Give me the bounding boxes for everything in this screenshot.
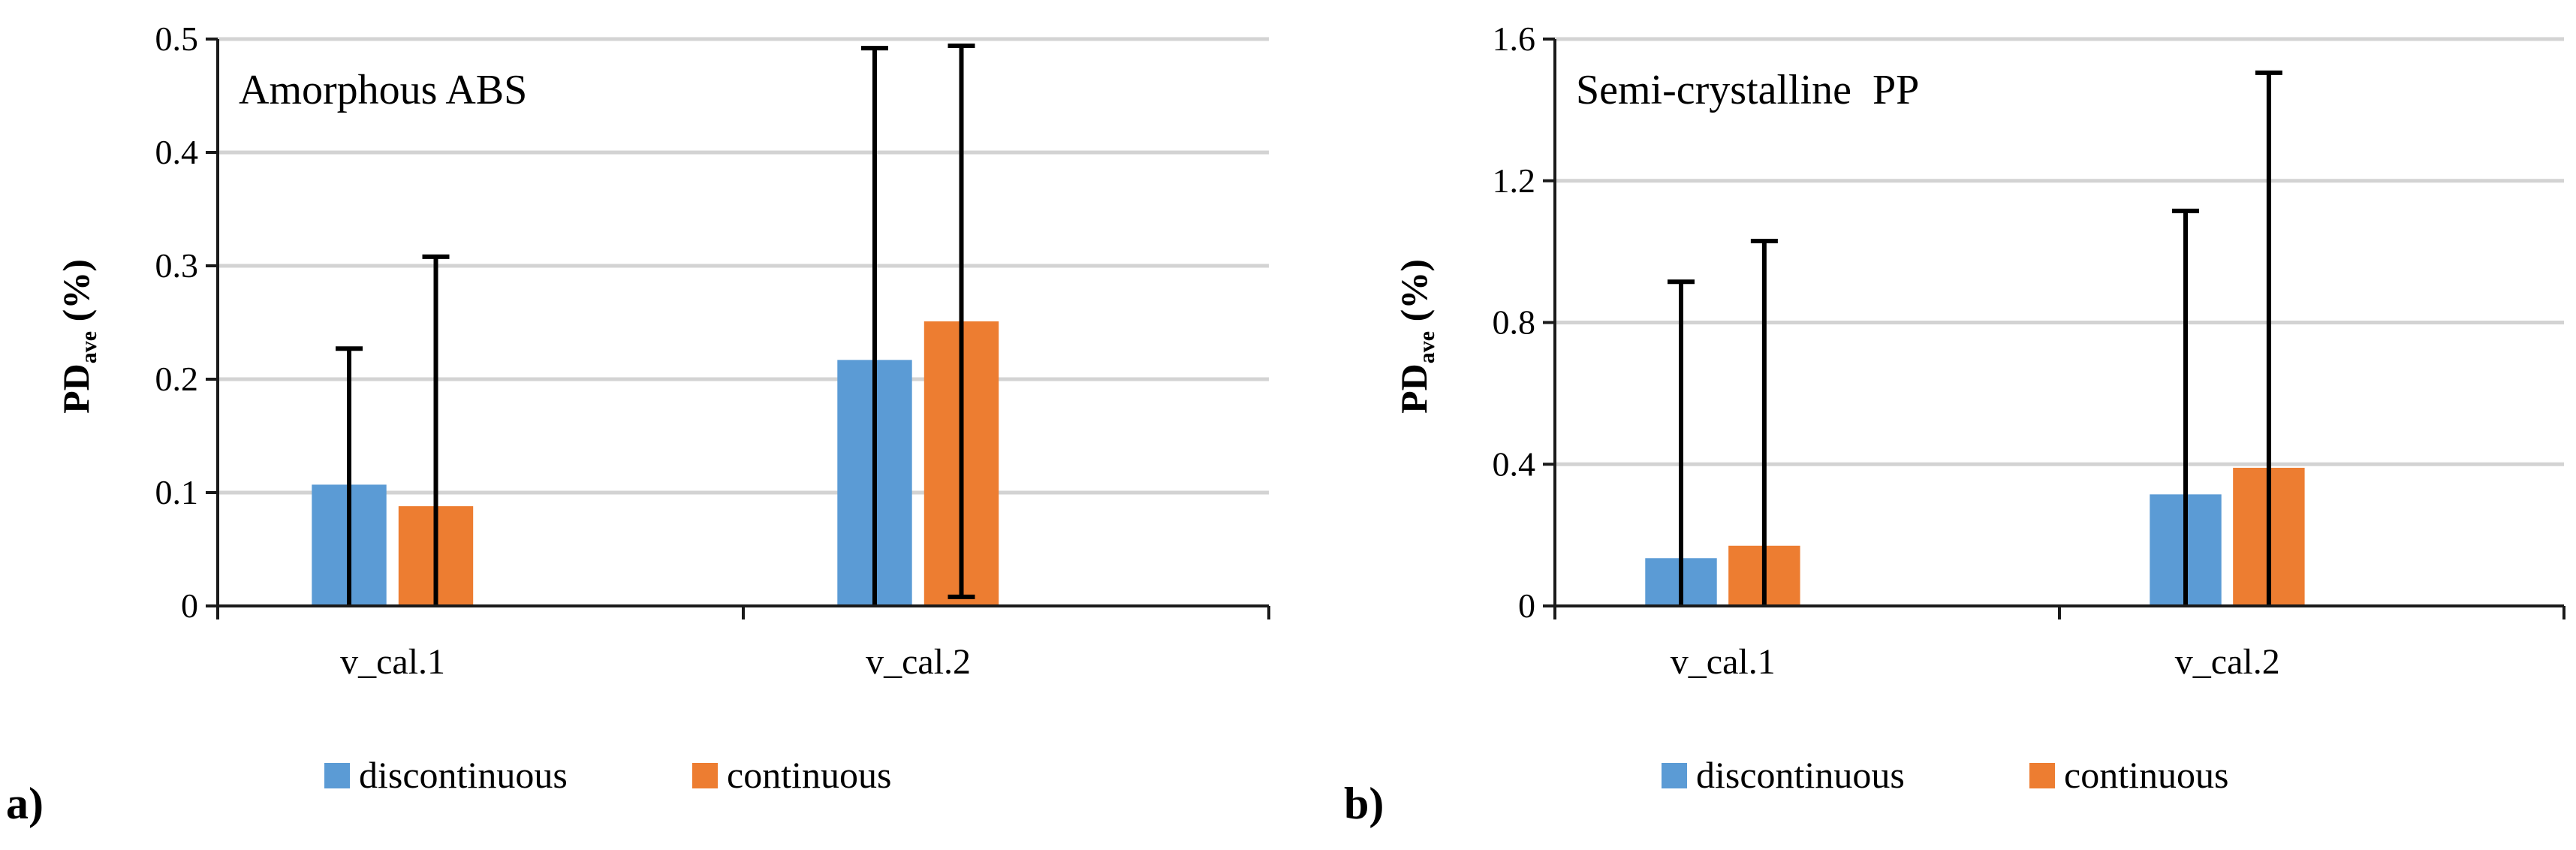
panel-b-y-tick-labels: 0 0.4 0.8 1.2 1.6 (1493, 20, 1536, 625)
legend-label-discontinuous: discontinuous (1696, 754, 1905, 796)
legend-swatch-continuous (2029, 763, 2055, 788)
category-label: v_cal.1 (1671, 642, 1776, 682)
panel-a: 0 0.1 0.2 0.3 0.4 0.5 v_cal.1 v_cal.2 Amorphou… (6, 20, 1270, 828)
panel-a-y-tick-labels: 0 0.1 0.2 0.3 0.4 0.5 (155, 20, 199, 625)
legend-swatch-continuous (692, 763, 718, 788)
y-tick-label: 0.8 (1493, 303, 1536, 342)
y-tick-label: 0 (181, 586, 198, 625)
y-tick-label: 0 (1518, 586, 1535, 625)
panel-a-axes (206, 38, 1270, 619)
panel-a-legend: discontinuous continuous (324, 754, 891, 796)
panel-a-title: Amorphous ABS (239, 67, 527, 113)
panel-b: 0 0.4 0.8 1.2 1.6 v_cal.1 v_cal.2 Semi-crysta… (1344, 20, 2565, 828)
panel-b-axes (1543, 38, 2565, 619)
panel-a-category-labels: v_cal.1 v_cal.2 (340, 642, 971, 682)
legend-swatch-discontinuous (324, 763, 350, 788)
panel-b-title: Semi-crystalline PP (1576, 67, 1919, 113)
panel-a-bars (312, 321, 999, 606)
y-tick-label: 0.1 (155, 473, 199, 511)
legend-label-continuous: continuous (2064, 754, 2228, 796)
panel-b-letter: b) (1344, 779, 1384, 828)
legend-label-continuous: continuous (727, 754, 891, 796)
y-tick-label: 0.4 (1493, 445, 1536, 483)
panel-b-y-axis-label: PDave (%) (1393, 259, 1439, 414)
panel-b-category-labels: v_cal.1 v_cal.2 (1671, 642, 2280, 682)
panel-b-bars (1645, 467, 2305, 606)
legend-label-discontinuous: discontinuous (359, 754, 568, 796)
y-tick-label: 0.5 (155, 20, 199, 58)
y-tick-label: 0.2 (155, 360, 199, 398)
panel-b-error-bars (1668, 70, 2282, 606)
panel-a-gridlines (218, 37, 1269, 495)
category-label: v_cal.2 (866, 642, 971, 682)
y-tick-label: 0.4 (155, 133, 199, 171)
y-tick-label: 0.3 (155, 246, 199, 285)
panel-b-gridlines (1555, 37, 2564, 466)
panel-a-error-bars (336, 44, 975, 606)
panel-b-legend: discontinuous continuous (1662, 754, 2228, 796)
panel-a-letter: a) (6, 779, 44, 828)
legend-swatch-discontinuous (1662, 763, 1687, 788)
category-label: v_cal.1 (340, 642, 445, 682)
category-label: v_cal.2 (2175, 642, 2280, 682)
y-tick-label: 1.2 (1493, 161, 1536, 200)
y-tick-label: 1.6 (1493, 20, 1536, 58)
panel-a-y-axis-label: PDave (%) (55, 259, 101, 414)
